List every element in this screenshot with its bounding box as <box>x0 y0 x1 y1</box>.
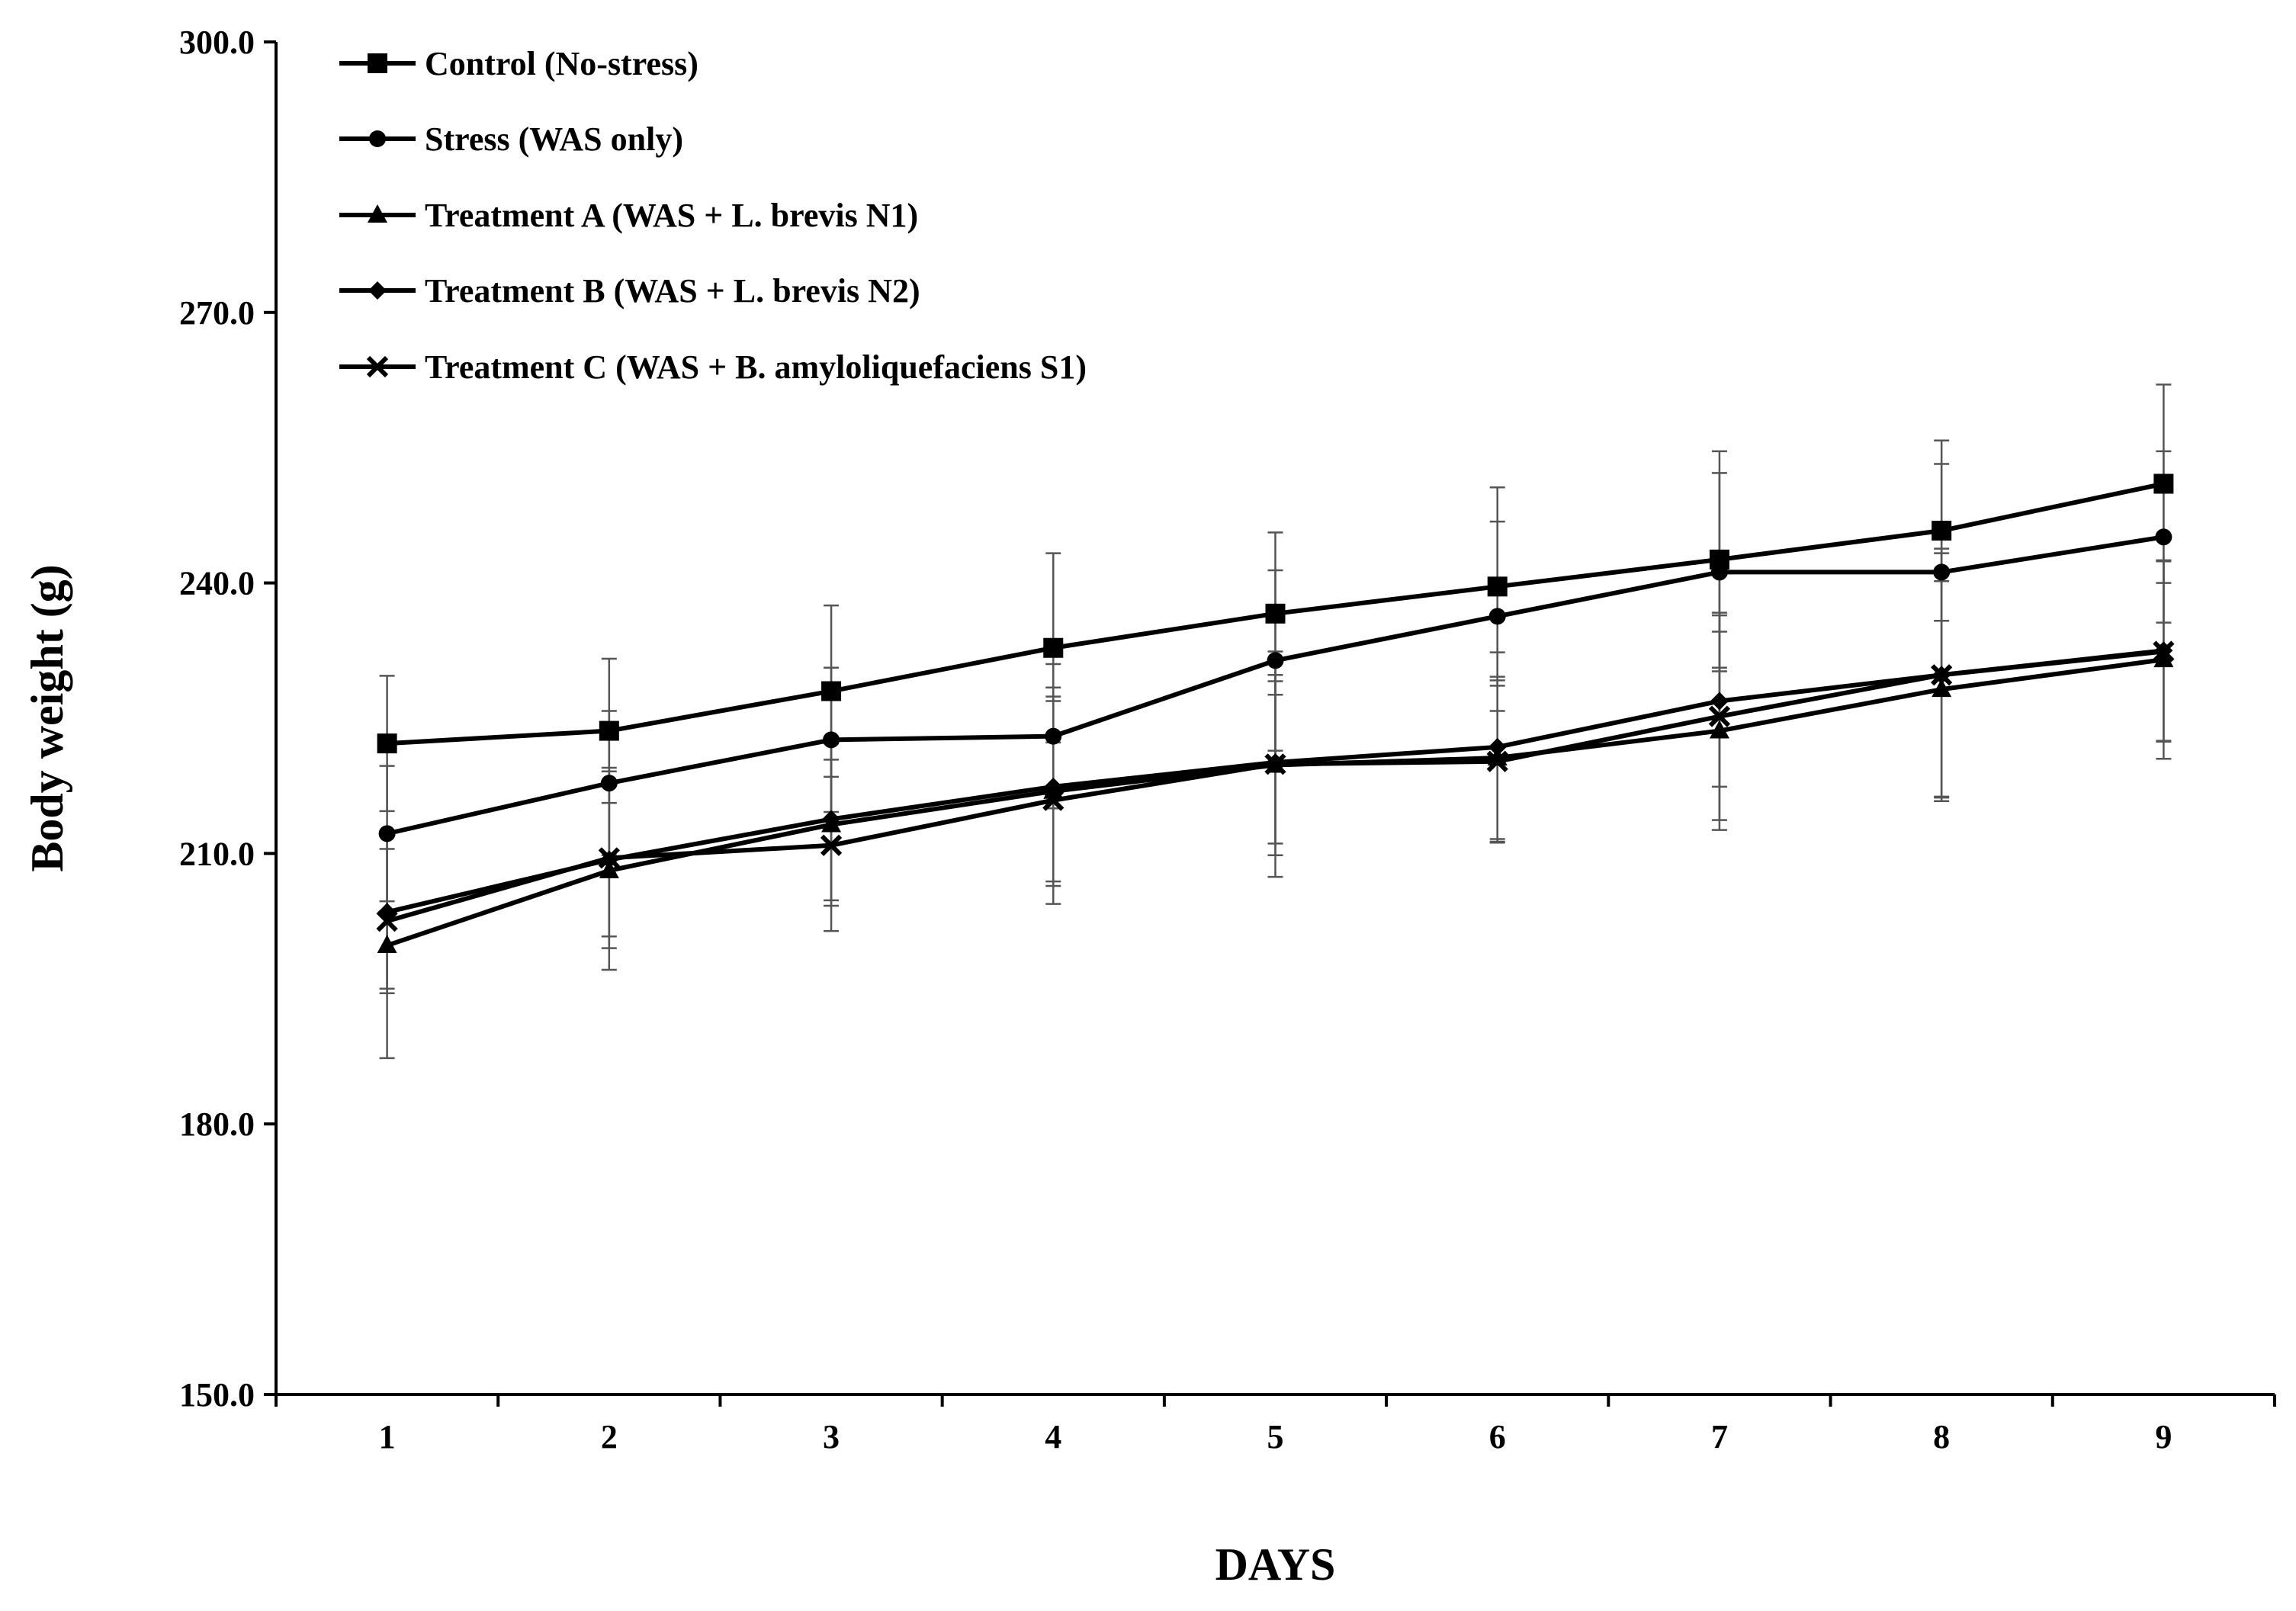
x-marker-stroke <box>366 355 389 378</box>
data-point <box>599 859 619 878</box>
data-point <box>1264 753 1286 775</box>
data-point <box>378 825 396 842</box>
legend-item: Stress (WAS only) <box>339 120 683 158</box>
data-point <box>1042 789 1065 811</box>
x-tick-label: 1 <box>379 1418 396 1455</box>
legend-item: Control (No-stress) <box>339 45 698 82</box>
legend-label: Treatment B (WAS + L. brevis N2) <box>425 272 920 310</box>
legend-label: Treatment C (WAS + B. amyloliquefaciens … <box>425 348 1087 386</box>
data-point <box>1265 603 1286 624</box>
data-point <box>1932 521 1952 541</box>
data-point <box>2153 640 2175 663</box>
data-point <box>1267 652 1284 669</box>
data-point <box>377 733 397 754</box>
legend-item: Treatment C (WAS + B. amyloliquefaciens … <box>339 348 1087 386</box>
data-point <box>2153 473 2174 494</box>
error-bars <box>379 383 2172 1060</box>
x-tick-label: 7 <box>1711 1418 1728 1455</box>
legend-marker <box>368 281 387 300</box>
x-tick-label: 4 <box>1045 1418 1061 1455</box>
legend-marker <box>366 355 389 378</box>
data-point <box>1931 664 1953 686</box>
data-point <box>1708 705 1731 727</box>
y-tick-label: 270.0 <box>179 294 255 332</box>
data-point <box>1932 679 1952 698</box>
y-axis-title: Body weight (g) <box>22 564 72 871</box>
x-tick-label: 6 <box>1489 1418 1506 1455</box>
data-point <box>599 720 619 741</box>
x-marker-stroke <box>820 834 843 856</box>
data-point <box>600 775 618 792</box>
x-tick-label: 2 <box>601 1418 618 1455</box>
y-tick-label: 150.0 <box>179 1376 255 1414</box>
data-point <box>1488 737 1507 756</box>
x-marker-stroke <box>1708 705 1731 727</box>
legend-marker <box>369 130 386 147</box>
data-point <box>1487 576 1508 597</box>
data-point <box>1710 692 1729 711</box>
x-tick-label: 5 <box>1267 1418 1284 1455</box>
x-marker-stroke <box>1486 750 1508 772</box>
x-marker-stroke <box>1931 664 1953 686</box>
y-tick-label: 300.0 <box>179 24 255 61</box>
data-point <box>822 810 841 829</box>
series-markers <box>376 473 2175 954</box>
legend-label: Stress (WAS only) <box>425 120 683 158</box>
data-point <box>1488 608 1506 625</box>
x-tick-label: 8 <box>1933 1418 1950 1455</box>
x-marker-stroke <box>1042 789 1065 811</box>
legend-item: Treatment B (WAS + L. brevis N2) <box>339 272 920 310</box>
x-marker-stroke <box>1264 753 1286 775</box>
y-tick-label: 210.0 <box>179 835 255 872</box>
x-marker-stroke <box>598 847 620 869</box>
data-point <box>820 834 843 856</box>
x-tick-label: 3 <box>823 1418 840 1455</box>
legend-label: Treatment A (WAS + L. brevis N1) <box>425 197 918 234</box>
data-point <box>1043 637 1064 658</box>
data-point <box>1709 720 1729 739</box>
x-axis-title: DAYS <box>1215 1539 1336 1590</box>
data-point <box>1933 563 1951 581</box>
data-point <box>1486 750 1508 772</box>
x-marker-stroke <box>2153 640 2175 663</box>
axes: 150.0 180.0 210.0 240.0 270.0 300.0 1 2 3 4 5 6 7 8 9 <box>179 24 2276 1455</box>
data-point <box>1045 727 1062 745</box>
data-point <box>376 910 398 932</box>
data-point <box>1044 777 1063 796</box>
data-point <box>1710 563 1728 581</box>
data-point <box>2155 528 2172 546</box>
y-tick-label: 240.0 <box>179 565 255 602</box>
legend-label: Control (No-stress) <box>425 45 698 82</box>
legend-marker <box>368 53 387 73</box>
legend-marker <box>368 204 387 223</box>
legend: Control (No-stress) Stress (WAS only) Trea… <box>339 45 1087 386</box>
data-point <box>377 935 397 954</box>
data-point <box>823 731 840 749</box>
data-point <box>598 847 620 869</box>
y-tick-label: 180.0 <box>179 1106 255 1143</box>
data-point <box>1487 747 1508 766</box>
legend-item: Treatment A (WAS + L. brevis N1) <box>339 197 918 234</box>
x-tick-label: 9 <box>2155 1418 2172 1455</box>
data-point <box>821 681 842 701</box>
x-marker-stroke <box>376 910 398 932</box>
